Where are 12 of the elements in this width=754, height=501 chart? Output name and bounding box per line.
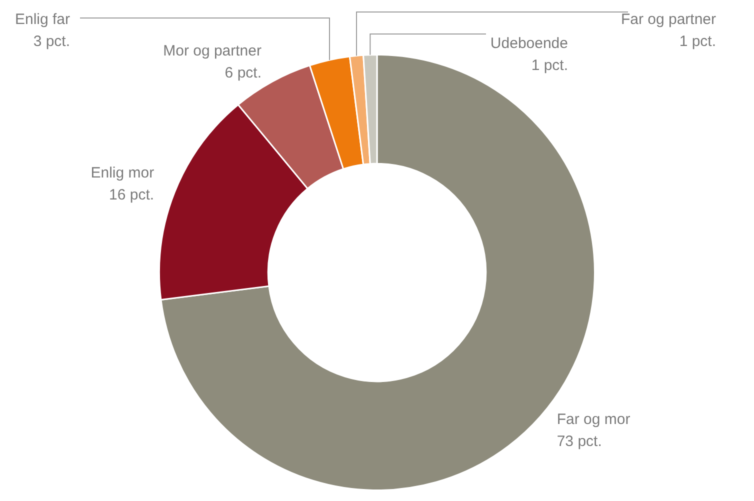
slice-label: Far og mor [556,411,630,428]
data-label: 1 pct. [679,33,716,50]
slice-label: Udeboende [490,35,568,52]
slice-label: Enlig mor [90,164,154,182]
slice-label: Mor og partner [163,42,262,60]
data-label: 16 pct. [109,186,154,204]
data-label: 1 pct. [531,57,568,74]
slice-label: Far og partner [620,11,716,28]
data-label: 3 pct. [33,33,70,50]
slice-label: Enlig far [14,11,70,28]
data-label: 6 pct. [224,64,262,82]
data-label: 73 pct. [556,433,602,450]
